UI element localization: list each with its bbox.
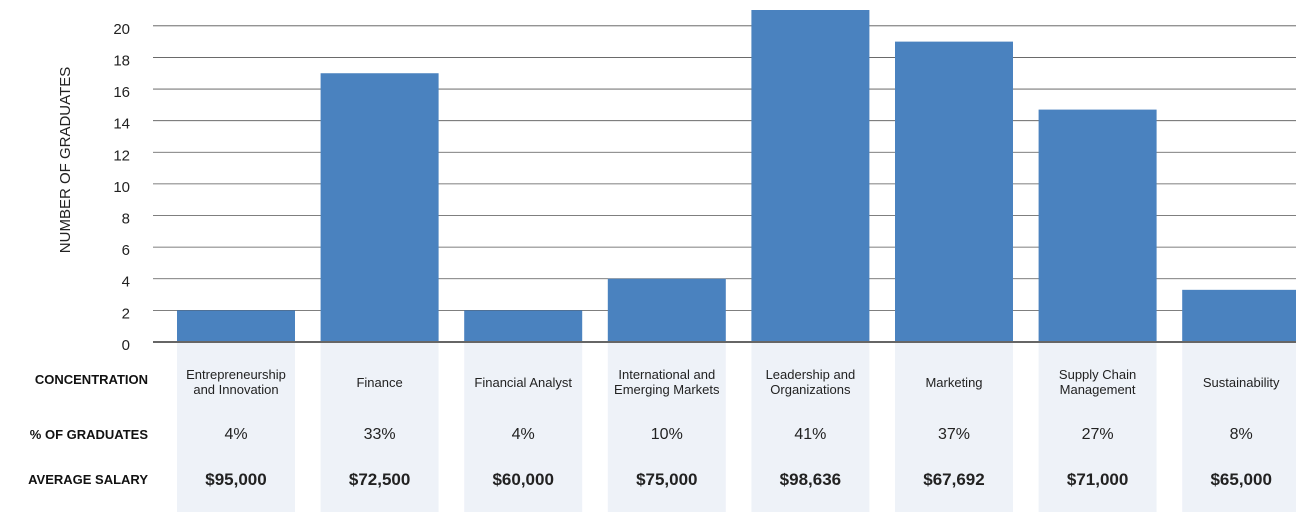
y-tick-label: 18 [113,52,130,69]
category-label: Sustainability [1202,374,1280,390]
y-tick-label: 10 [113,179,130,196]
y-tick-label: 20 [113,21,130,38]
y-axis-label: NUMBER OF GRADUATES [57,67,74,253]
column-background [607,342,726,512]
category-label: Finance [356,374,403,390]
column-background [1038,342,1157,512]
bar [1182,289,1296,342]
category-label: Leadership and Organizations [765,367,856,397]
salary-value: $65,000 [1210,470,1272,489]
category-label: Supply Chain Management [1058,367,1137,397]
salary-value: $75,000 [636,470,698,489]
column-background [320,342,439,512]
column-background [464,342,583,512]
y-tick-label: 14 [113,116,130,133]
percent-value: 33% [363,426,396,443]
percent-value: 37% [937,426,971,443]
percent-value: 8% [1229,426,1253,443]
bar [1038,109,1157,342]
salary-value: $67,692 [923,470,985,489]
bar [177,310,295,342]
bar [751,10,870,342]
bar [320,73,439,342]
y-tick-label: 2 [122,305,130,322]
y-tick-label: 8 [122,210,130,227]
column-background [895,342,1013,512]
category-label: Financial Analyst [474,374,572,390]
salary-value: $98,636 [779,470,842,489]
y-tick-label: 6 [122,242,130,259]
percent-value: 4% [511,426,535,443]
column-background [177,342,295,512]
y-tick-label: 4 [122,274,130,291]
column-background [751,342,870,512]
bar [464,310,583,342]
y-tick-label: 0 [122,337,130,354]
row-header: AVERAGE SALARY [28,472,148,487]
bar [607,278,726,342]
row-header: CONCENTRATION [34,372,148,387]
salary-value: $72,500 [348,470,411,489]
percent-value: 27% [1081,426,1114,443]
salary-value: $95,000 [205,470,267,489]
category-label: International and Emerging Markets [614,367,720,397]
percent-value: 4% [224,426,248,443]
bar [895,41,1013,342]
salary-value: $60,000 [492,470,554,489]
percent-value: 10% [650,426,683,443]
y-tick-label: 16 [113,84,130,101]
y-tick-label: 12 [113,147,130,164]
row-header: % OF GRADUATES [29,427,148,442]
category-label: Marketing [925,374,983,390]
percent-value: 41% [794,426,827,443]
column-background [1182,342,1296,512]
salary-value: $71,000 [1066,470,1129,489]
category-label: Entrepreneurship and Innovation [186,367,286,397]
